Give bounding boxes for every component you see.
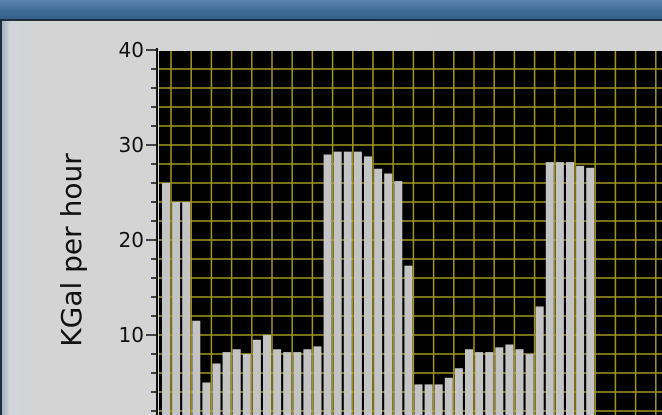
bar	[424, 384, 433, 415]
bar	[353, 151, 362, 415]
bar	[212, 363, 221, 415]
bar	[485, 352, 494, 415]
bar	[444, 377, 453, 415]
bar	[303, 349, 312, 415]
y-tick-label: 40	[119, 38, 144, 62]
bar	[374, 168, 383, 415]
bar	[323, 154, 332, 415]
bar	[404, 265, 413, 415]
bar	[475, 352, 484, 415]
bar	[364, 156, 372, 415]
y-tick-label: 20	[119, 228, 144, 252]
bar	[333, 151, 342, 415]
bar	[535, 306, 544, 415]
bar	[465, 349, 473, 415]
bar	[273, 349, 282, 415]
bar	[384, 173, 393, 415]
panel-border	[0, 19, 662, 415]
y-tick-label: 10	[119, 323, 144, 347]
bar	[454, 368, 463, 415]
bar	[525, 354, 534, 415]
window-title-bar	[0, 0, 662, 19]
bar	[172, 202, 181, 415]
y-axis: 10 20 30 40	[119, 38, 158, 415]
bar	[545, 162, 554, 415]
bar	[222, 352, 231, 415]
bar	[555, 162, 564, 415]
bar	[263, 335, 271, 415]
bar	[566, 162, 574, 415]
bar	[252, 339, 261, 415]
bar	[434, 384, 443, 415]
bar	[414, 384, 423, 415]
bar	[576, 165, 585, 415]
bar	[313, 346, 322, 415]
bar	[505, 344, 514, 415]
bar	[293, 352, 302, 415]
bar	[182, 202, 191, 415]
bar	[162, 183, 170, 415]
bar	[586, 167, 595, 415]
y-tick-label: 30	[119, 133, 144, 157]
bar	[283, 352, 292, 415]
bar	[192, 320, 201, 415]
bar	[495, 347, 504, 415]
bar	[343, 151, 352, 415]
bar	[394, 181, 403, 415]
bar-series	[162, 151, 595, 415]
bar	[515, 349, 524, 415]
bar	[242, 354, 251, 415]
bar	[232, 349, 241, 415]
bar	[202, 382, 211, 415]
